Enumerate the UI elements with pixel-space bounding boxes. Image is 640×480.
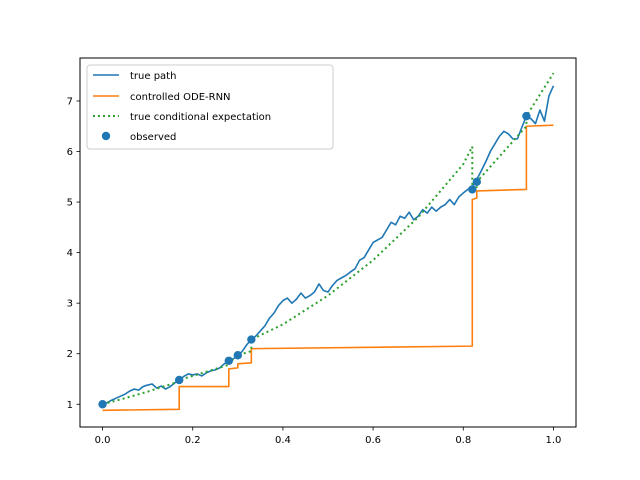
y-tick-label: 1 — [67, 400, 73, 411]
legend-box — [86, 64, 334, 150]
plot-area — [98, 72, 555, 412]
legend: true path controlled ODE-RNN true condit… — [86, 64, 334, 150]
series-controlled-ode-rnn-line — [102, 124, 554, 412]
legend-true-path-label: true path — [130, 71, 176, 82]
observed-point — [175, 375, 184, 385]
x-axis: 0.0 0.2 0.4 0.6 0.8 1.0 — [95, 427, 562, 446]
axes-frame — [79, 57, 577, 428]
y-axis: 1 2 3 4 5 6 7 — [67, 96, 80, 411]
y-tick-label: 7 — [67, 96, 73, 107]
legend-observed-label: observed — [130, 132, 176, 143]
observed-point — [247, 335, 256, 344]
x-tick-label: 0.8 — [455, 435, 471, 446]
x-tick-label: 0.4 — [275, 435, 291, 446]
observed-point — [98, 400, 107, 409]
observed-point — [233, 351, 243, 360]
observed-point — [522, 111, 531, 121]
legend-controlled-ode-rnn-label: controlled ODE-RNN — [130, 92, 231, 103]
y-tick-label: 6 — [67, 147, 73, 158]
x-tick-label: 1.0 — [546, 435, 562, 446]
x-tick-label: 0.6 — [365, 435, 381, 446]
legend-observed-marker — [101, 131, 111, 141]
observed-point — [224, 356, 233, 365]
observed-point — [468, 185, 477, 194]
x-tick-label: 0.2 — [185, 435, 201, 446]
y-tick-label: 3 — [67, 299, 73, 310]
y-tick-label: 4 — [67, 248, 73, 259]
y-tick-label: 2 — [67, 349, 73, 360]
x-tick-label: 0.0 — [95, 435, 111, 446]
observed-point — [472, 177, 481, 187]
legend-true-conditional-expectation-label: true conditional expectation — [130, 112, 271, 123]
y-tick-label: 5 — [67, 198, 73, 209]
